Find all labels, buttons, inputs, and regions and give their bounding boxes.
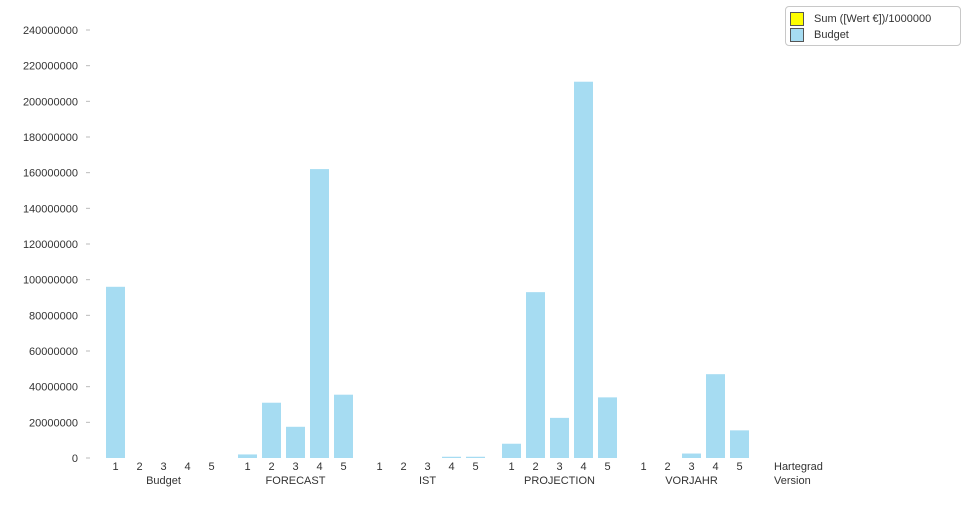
- chart-legend: Sum ([Wert €])/1000000 Budget: [785, 6, 961, 46]
- y-tick-label: 0: [72, 453, 78, 465]
- legend-label-sum: Sum ([Wert €])/1000000: [814, 13, 932, 25]
- x-category-label: 3: [688, 461, 694, 473]
- y-tick-label: 20000000: [29, 417, 78, 429]
- x-category-label: 1: [244, 461, 250, 473]
- x-category-label: 5: [340, 461, 346, 473]
- y-tick-label: 160000000: [23, 168, 78, 180]
- legend-item-sum: Sum ([Wert €])/1000000: [790, 11, 931, 27]
- x-category-label: 4: [184, 461, 190, 473]
- y-tick-label: 240000000: [23, 25, 78, 37]
- x-category-label: 5: [208, 461, 214, 473]
- x-category-label: 1: [508, 461, 514, 473]
- bar: [502, 443, 521, 458]
- x-category-label: 2: [136, 461, 142, 473]
- x-category-label: 3: [292, 461, 298, 473]
- x-category-label: 1: [112, 461, 118, 473]
- legend-item-budget: Budget: [790, 27, 849, 43]
- x-group-label: IST: [419, 475, 436, 487]
- x-category-label: 3: [556, 461, 562, 473]
- x-category-label: 2: [400, 461, 406, 473]
- x-dimension-label: Hartegrad: [774, 461, 823, 473]
- x-category-label: 2: [664, 461, 670, 473]
- x-dimension-label: Version: [774, 475, 811, 487]
- y-tick-label: 180000000: [23, 132, 78, 144]
- y-tick-label: 40000000: [29, 382, 78, 394]
- bar: [730, 430, 749, 458]
- x-category-label: 4: [580, 461, 586, 473]
- y-tick-label: 80000000: [29, 310, 78, 322]
- x-group-label: FORECAST: [266, 475, 326, 487]
- x-group-label: PROJECTION: [524, 475, 595, 487]
- bar: [310, 169, 329, 458]
- x-category-label: 5: [604, 461, 610, 473]
- bar: [442, 456, 461, 458]
- bar: [706, 374, 725, 458]
- x-category-label: 3: [424, 461, 430, 473]
- x-category-label: 2: [532, 461, 538, 473]
- x-category-label: 1: [640, 461, 646, 473]
- legend-swatch-sum: [790, 12, 804, 26]
- bar: [106, 286, 125, 458]
- y-tick-label: 140000000: [23, 203, 78, 215]
- x-group-label: Budget: [146, 475, 181, 487]
- y-tick-label: 120000000: [23, 239, 78, 251]
- x-group-label: VORJAHR: [665, 475, 718, 487]
- bar: [334, 394, 353, 458]
- bar: [682, 453, 701, 458]
- bar: [286, 426, 305, 458]
- bar: [526, 292, 545, 458]
- y-tick-label: 200000000: [23, 96, 78, 108]
- x-category-label: 2: [268, 461, 274, 473]
- bar: [262, 402, 281, 458]
- bar: [466, 456, 485, 458]
- x-category-label: 4: [712, 461, 718, 473]
- x-category-label: 3: [160, 461, 166, 473]
- x-category-label: 5: [472, 461, 478, 473]
- bar: [574, 81, 593, 458]
- y-tick-label: 220000000: [23, 61, 78, 73]
- bar: [238, 454, 257, 458]
- x-category-label: 4: [448, 461, 454, 473]
- bar: [598, 397, 617, 458]
- legend-label-budget: Budget: [814, 29, 849, 41]
- x-category-label: 5: [736, 461, 742, 473]
- y-tick-label: 60000000: [29, 346, 78, 358]
- legend-swatch-budget: [790, 28, 804, 42]
- x-category-label: 4: [316, 461, 322, 473]
- bar: [550, 417, 569, 458]
- y-tick-label: 100000000: [23, 275, 78, 287]
- x-category-label: 1: [376, 461, 382, 473]
